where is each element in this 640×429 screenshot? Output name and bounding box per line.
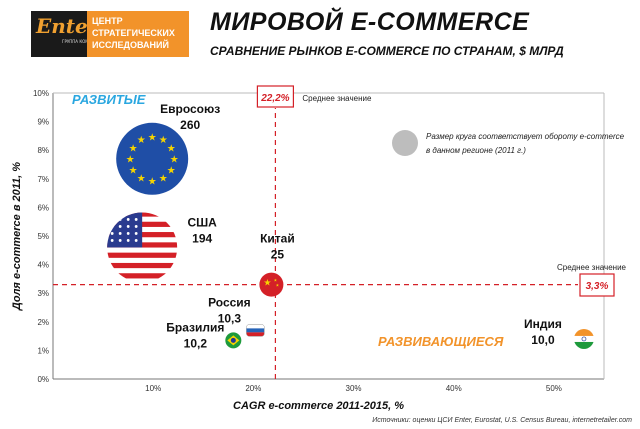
y-tick-label: 1% (37, 346, 49, 355)
x-tick-label: 50% (546, 384, 562, 393)
china-flag-icon: ★ ★★ (259, 272, 284, 297)
point-value-label: 25 (271, 248, 285, 262)
svg-text:★: ★ (159, 135, 168, 146)
svg-text:★: ★ (148, 132, 157, 143)
logo-label-line: ЦЕНТР (92, 16, 123, 26)
point-name-label: Бразилия (166, 320, 224, 334)
svg-text:★: ★ (126, 154, 135, 165)
x-tick-label: 30% (346, 384, 362, 393)
y-tick-label: 10% (33, 89, 49, 98)
x-average-value: 22,2% (260, 93, 289, 104)
us-flag-icon (107, 212, 178, 283)
point-name-label: Китай (260, 232, 295, 246)
point-value-label: 260 (180, 118, 200, 132)
y-tick-label: 6% (37, 203, 49, 212)
x-average-text: Среднее значение (302, 94, 372, 103)
russia-flag-icon (246, 324, 265, 337)
enter-logo-sub: ГРУППА КОМПАНИЙ (62, 39, 104, 44)
size-legend-text: Размер круга соответствует обороту e-com… (426, 132, 625, 141)
source-note: Источники: оценки ЦСИ Enter, Eurostat, U… (372, 417, 632, 424)
point-name-label: Евросоюз (160, 102, 220, 116)
svg-text:★: ★ (129, 143, 138, 154)
brazil-flag-icon (225, 332, 242, 349)
y-tick-label: 2% (37, 318, 49, 327)
svg-text:★: ★ (137, 135, 146, 146)
y-average-value: 3,3% (586, 281, 609, 292)
logo-label-line: СТРАТЕГИЧЕСКИХ (92, 28, 175, 38)
quadrant-label-emerging: РАЗВИВАЮЩИЕСЯ (378, 334, 504, 349)
point-value-label: 10,3 (218, 311, 242, 325)
chart-title: МИРОВОЙ E-COMMERCE (210, 8, 530, 36)
x-tick-label: 20% (245, 384, 261, 393)
point-value-label: 10,0 (531, 333, 555, 347)
svg-text:★: ★ (170, 154, 179, 165)
svg-text:★: ★ (276, 283, 280, 288)
y-average-text: Среднее значение (557, 263, 627, 272)
y-tick-label: 7% (37, 175, 49, 184)
x-tick-label: 10% (145, 384, 161, 393)
enter-logo (31, 11, 87, 57)
point-name-label: США (187, 215, 217, 229)
logo-label-box (87, 11, 189, 57)
point-name-label: Россия (208, 295, 251, 309)
logo-label: ЦЕНТР СТРАТЕГИЧЕСКИХ ИССЛЕДОВАНИЙ (92, 15, 188, 51)
size-legend-text: в данном регионе (2011 г.) (426, 146, 526, 155)
eu-flag-icon: ★★★★★★★★★ ★ ★★ (116, 122, 189, 195)
point-value-label: 10,2 (184, 336, 208, 350)
y-average-box (579, 273, 615, 297)
svg-text:★: ★ (167, 165, 176, 176)
svg-text:★: ★ (129, 165, 138, 176)
svg-text:★: ★ (137, 173, 146, 184)
x-average-box (256, 85, 295, 108)
logo-label-line: ИССЛЕДОВАНИЙ (92, 40, 169, 50)
enter-logo-word: Enter (36, 14, 99, 38)
svg-text:★: ★ (263, 279, 271, 289)
svg-text:★: ★ (159, 173, 168, 184)
y-axis-label: Доля e-commerce в 2011, % (11, 162, 23, 311)
point-name-label: Индия (524, 317, 562, 331)
y-tick-label: 0% (37, 375, 49, 384)
india-flag-icon (573, 328, 594, 349)
svg-text:★: ★ (148, 176, 157, 187)
y-tick-label: 5% (37, 232, 49, 241)
x-axis-label: CAGR e-commerce 2011-2015, % (233, 400, 404, 412)
svg-text:★: ★ (167, 143, 176, 154)
x-tick-label: 40% (446, 384, 462, 393)
y-tick-label: 9% (37, 118, 49, 127)
size-legend-circle (392, 130, 418, 156)
quadrant-label-developed: РАЗВИТЫЕ (72, 92, 146, 107)
y-tick-label: 4% (37, 261, 49, 270)
chart-subtitle: СРАВНЕНИЕ РЫНКОВ E-COMMERCE ПО СТРАНАМ, … (210, 44, 564, 58)
y-tick-label: 3% (37, 289, 49, 298)
y-tick-label: 8% (37, 146, 49, 155)
point-value-label: 194 (192, 231, 212, 245)
svg-text:★: ★ (274, 278, 278, 283)
